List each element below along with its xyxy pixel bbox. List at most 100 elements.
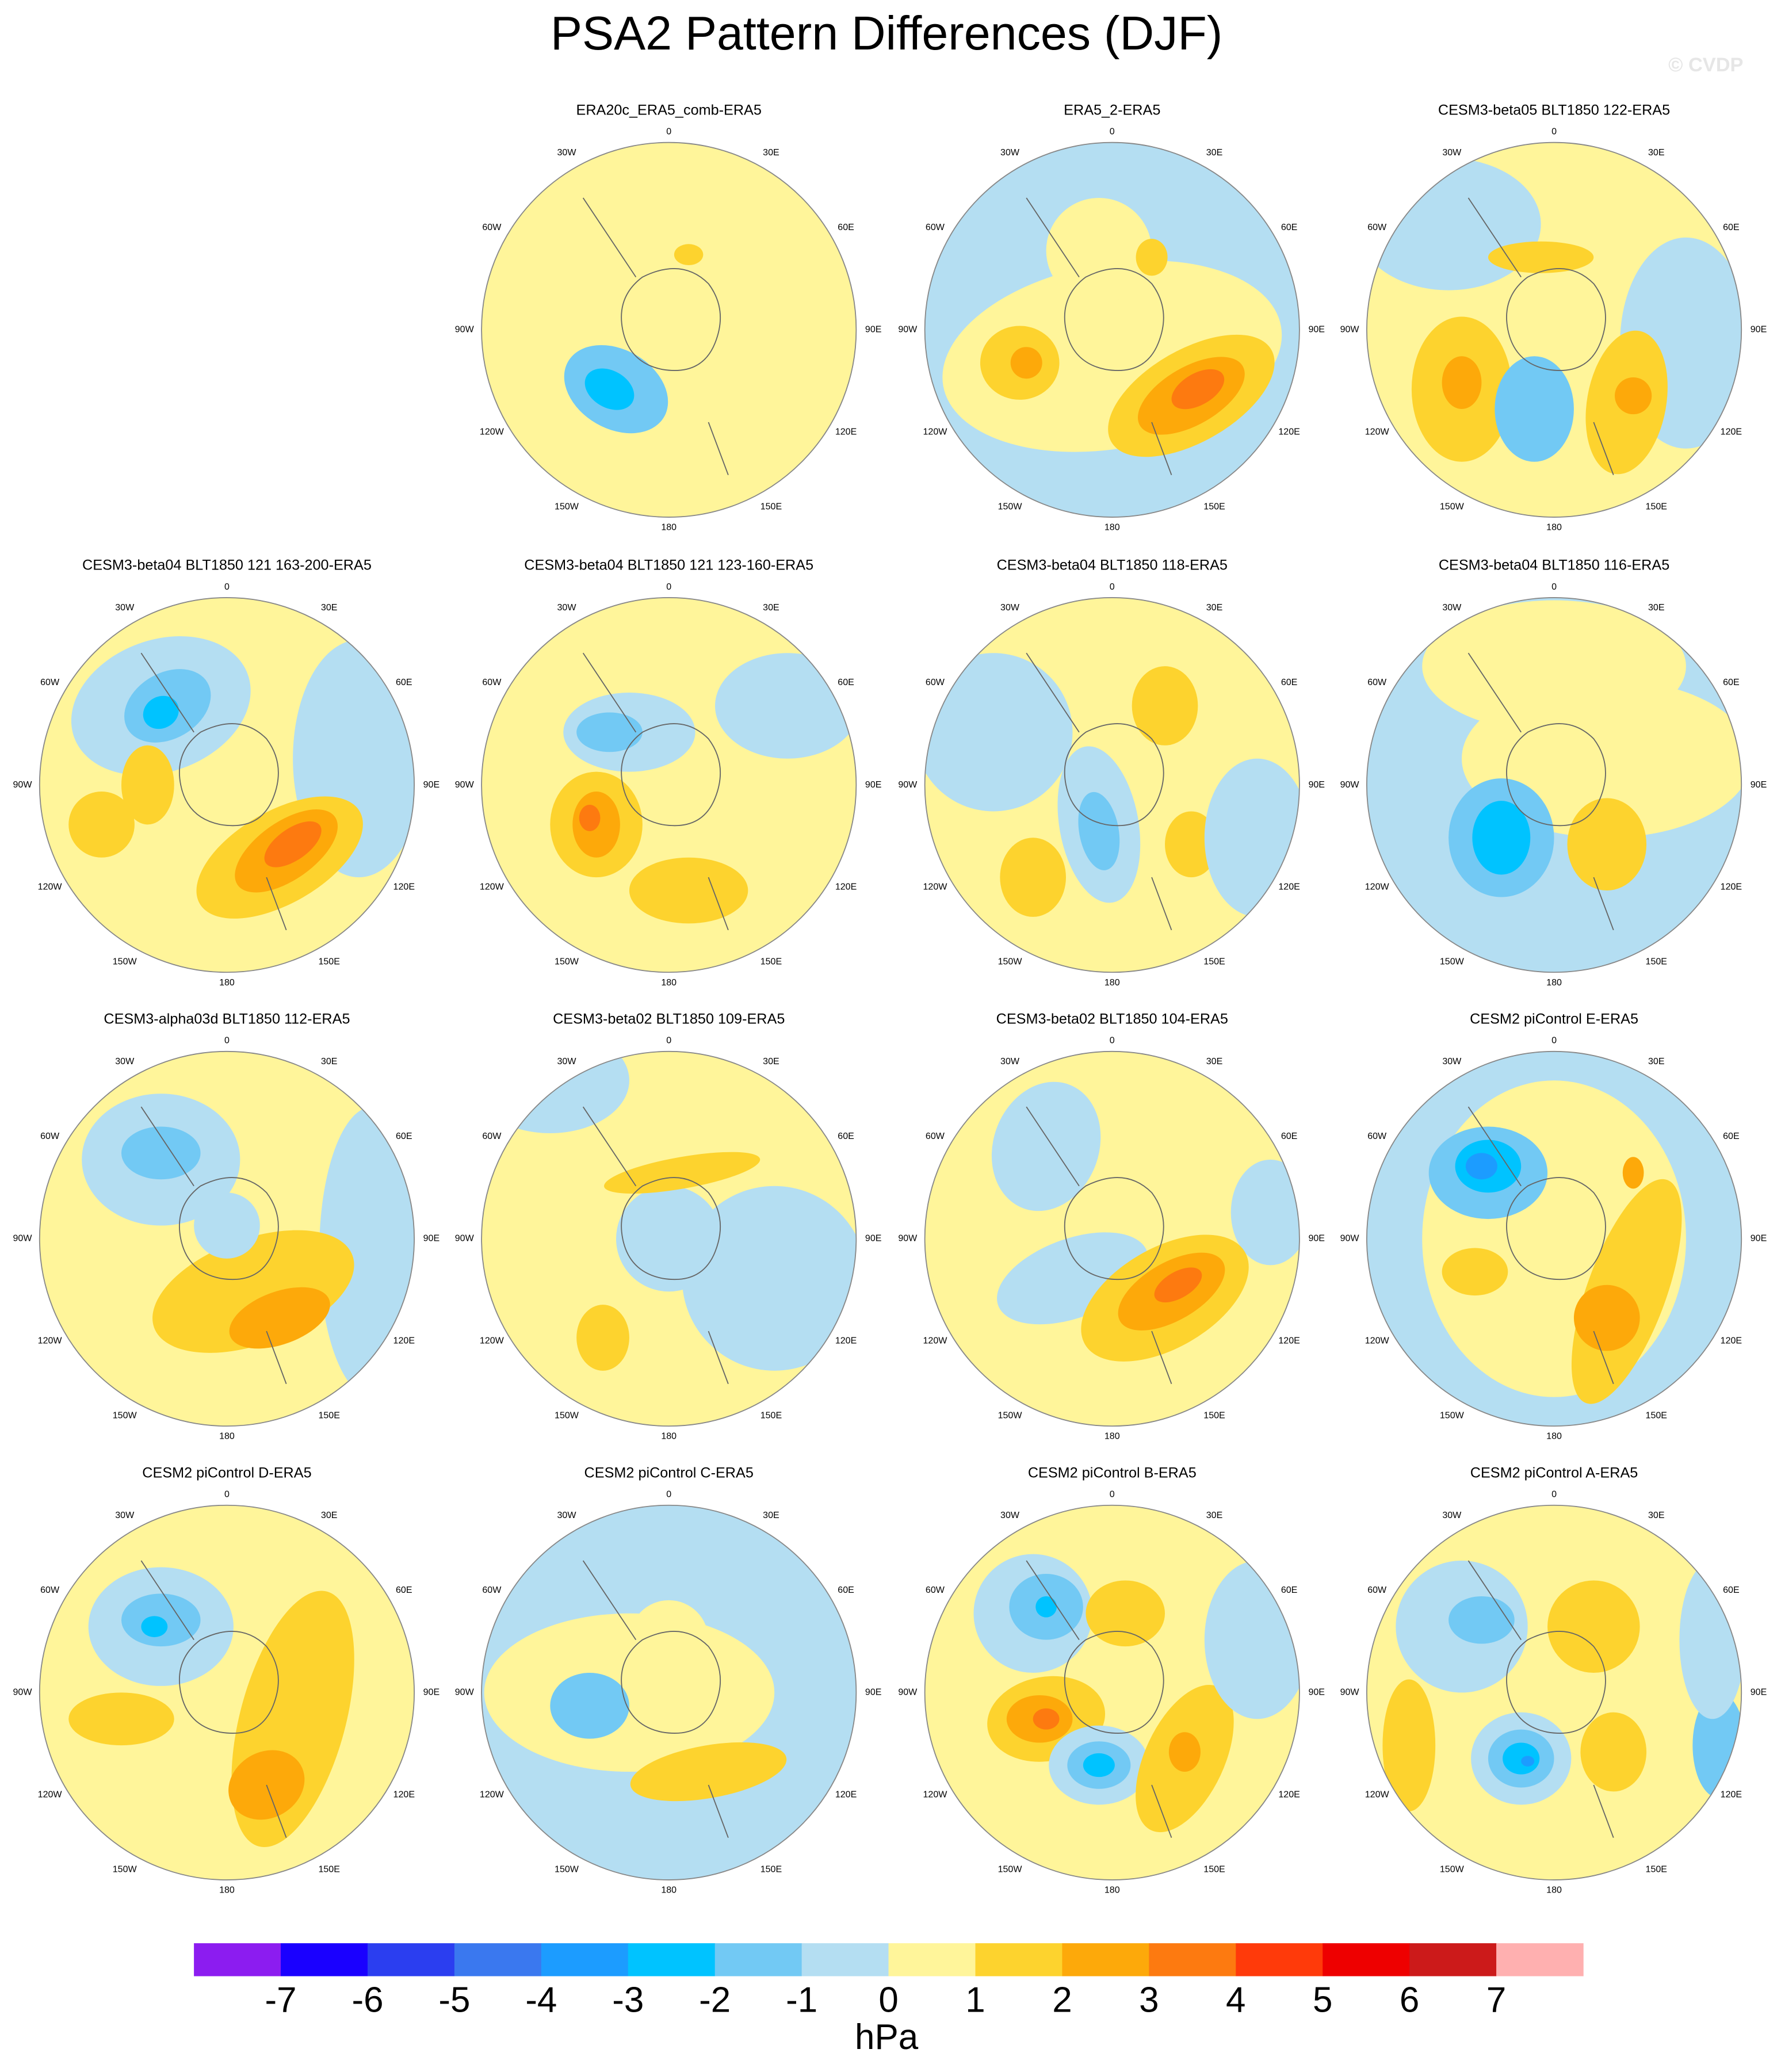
field — [1366, 597, 1742, 973]
longitude-label: 150E — [760, 501, 782, 511]
map-panel: CESM2 piControl E-ERA5 0 30E 60E 90E 120E 150E… — [1340, 1011, 1767, 1441]
map-panel: CESM3-beta02 BLT1850 109-ERA5 0 30E 60E 90E 1… — [455, 1011, 882, 1441]
longitude-label: 180 — [1104, 1885, 1120, 1895]
map-border — [924, 1504, 1300, 1880]
contour-region — [1573, 1285, 1640, 1351]
longitude-label: 120W — [480, 882, 505, 892]
longitude-label: 120W — [480, 1789, 505, 1799]
longitude-label: 90W — [13, 779, 32, 790]
colorbar-box — [628, 1943, 716, 1977]
panel-title: CESM3-beta04 BLT1850 121 123-160-ERA5 — [524, 557, 813, 574]
colorbar-tick-label: 0 — [878, 1981, 898, 2020]
coastline — [140, 1560, 287, 1838]
contour-region — [1547, 1580, 1640, 1673]
map-panel: CESM3-beta04 BLT1850 121 123-160-ERA5 0 30… — [455, 557, 882, 988]
map-border — [1366, 597, 1742, 973]
longitude-label: 120W — [1365, 882, 1390, 892]
colorbar-tick-label: 6 — [1400, 1981, 1419, 2020]
contour-region — [481, 1051, 629, 1134]
colorbar-box — [1409, 1943, 1497, 1977]
longitude-label: 30E — [1206, 602, 1223, 613]
field — [924, 1051, 1300, 1427]
contour-region — [1230, 1159, 1300, 1266]
longitude-label: 150E — [1203, 1410, 1225, 1421]
colorbar-box — [454, 1943, 542, 1977]
longitude-label: 60E — [396, 1585, 412, 1595]
panel-title: ERA5_2-ERA5 — [1064, 102, 1160, 118]
longitude-label: 90E — [1751, 1233, 1767, 1244]
colorbar-tick-label: 5 — [1313, 1981, 1332, 2020]
longitude-label: 90W — [1340, 779, 1360, 790]
longitude-label: 30W — [1442, 1056, 1462, 1066]
longitude-label: 0 — [1110, 1489, 1115, 1500]
contour-region — [576, 1305, 629, 1371]
longitude-label: 60W — [1367, 1585, 1387, 1595]
longitude-label: 30W — [1000, 1056, 1020, 1066]
longitude-label: 90E — [423, 1687, 440, 1698]
longitude-label: 180 — [661, 1885, 677, 1895]
longitude-label: 90E — [1308, 779, 1325, 790]
contour-region — [674, 244, 704, 266]
longitude-label: 90W — [898, 324, 918, 335]
longitude-label: 0 — [1110, 127, 1115, 137]
longitude-label: 90W — [898, 1233, 918, 1244]
longitude-label: 0 — [1110, 1035, 1115, 1046]
longitude-label: 120E — [1278, 882, 1300, 892]
longitude-label: 90E — [423, 1233, 440, 1244]
contour-region — [1035, 1596, 1057, 1618]
longitude-label: 120E — [1721, 882, 1742, 892]
longitude-label: 0 — [1551, 1489, 1557, 1500]
field — [1366, 1505, 1742, 1880]
contour-region — [68, 792, 135, 858]
longitude-label: 90E — [423, 779, 440, 790]
longitude-label: 180 — [1546, 977, 1562, 988]
longitude-label: 120E — [1278, 1335, 1300, 1345]
longitude-label: 120E — [393, 1335, 415, 1345]
longitude-label: 60E — [838, 222, 854, 232]
longitude-label: 90E — [1751, 324, 1767, 335]
contour-region — [1442, 356, 1482, 409]
map-border — [481, 1050, 857, 1427]
longitude-label: 180 — [219, 1431, 235, 1442]
contour-region — [194, 1192, 260, 1259]
coastline — [582, 652, 729, 931]
longitude-label: 150W — [555, 1410, 579, 1421]
longitude-label: 90W — [13, 1233, 32, 1244]
longitude-label: 30W — [1442, 147, 1462, 158]
colorbar-tick-label: -2 — [699, 1981, 731, 2020]
panel-title: ERA20c_ERA5_comb-ERA5 — [576, 102, 762, 118]
contour-region — [630, 1742, 787, 1802]
colorbar-box — [801, 1943, 889, 1977]
colorbar-box — [1236, 1943, 1323, 1977]
longitude-label: 120E — [393, 1789, 415, 1799]
map-border — [481, 1504, 857, 1880]
longitude-label: 150W — [555, 1864, 579, 1874]
longitude-label: 120E — [393, 882, 415, 892]
longitude-label: 120W — [1365, 1789, 1390, 1799]
contour-region — [1495, 356, 1574, 462]
colorbar-tick-label: 1 — [965, 1981, 985, 2020]
longitude-label: 90E — [865, 1687, 882, 1698]
contour-region — [1567, 798, 1647, 891]
panel-title: CESM3-beta04 BLT1850 116-ERA5 — [1439, 557, 1669, 574]
longitude-label: 90E — [1308, 1233, 1325, 1244]
longitude-label: 60W — [1367, 677, 1387, 687]
contour-region — [1078, 792, 1120, 870]
contour-region — [1488, 241, 1594, 273]
map-panel: CESM3-beta04 BLT1850 118-ERA5 0 30E 60E 90E 1… — [898, 557, 1325, 988]
longitude-label: 30E — [1648, 147, 1665, 158]
longitude-label: 30E — [1648, 1056, 1665, 1066]
colorbar-box — [1323, 1943, 1410, 1977]
field — [39, 1505, 415, 1880]
map-border — [1366, 1050, 1742, 1427]
panel-title: CESM3-beta02 BLT1850 104-ERA5 — [996, 1011, 1228, 1027]
colorbar-label: hPa — [855, 2017, 919, 2057]
contour-region — [1154, 1267, 1202, 1303]
longitude-label: 150W — [998, 957, 1023, 967]
longitude-label: 30W — [557, 1510, 576, 1520]
longitude-label: 0 — [666, 127, 671, 137]
longitude-label: 30E — [1648, 602, 1665, 613]
longitude-label: 0 — [666, 1489, 671, 1500]
contour-region — [121, 1126, 201, 1180]
